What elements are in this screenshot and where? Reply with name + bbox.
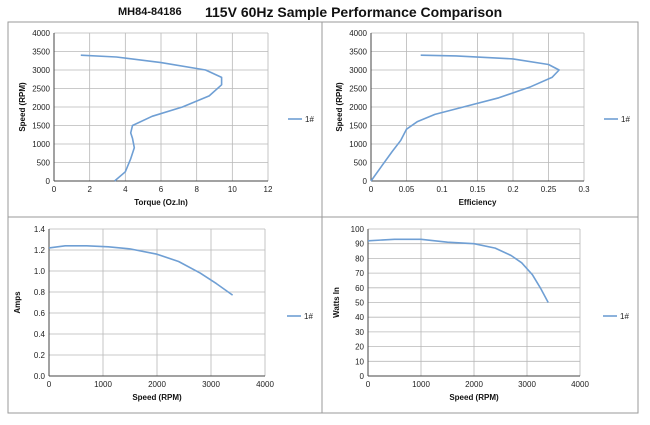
y-tick-label: 1500 xyxy=(349,122,367,131)
x-tick-label: 4000 xyxy=(571,380,589,389)
y-tick-label: 80 xyxy=(355,254,364,263)
y-tick-label: 0.6 xyxy=(34,309,46,318)
y-tick-label: 100 xyxy=(351,225,365,234)
y-tick-label: 0.2 xyxy=(34,351,46,360)
x-tick-label: 2000 xyxy=(465,380,483,389)
y-tick-label: 60 xyxy=(355,284,364,293)
x-tick-label: 0 xyxy=(52,185,57,194)
y-tick-label: 3500 xyxy=(32,48,50,57)
part-number: MH84-84186 xyxy=(118,6,182,18)
y-tick-label: 0.4 xyxy=(34,330,46,339)
legend-label: 1# xyxy=(304,312,313,321)
y-tick-label: 2500 xyxy=(32,85,50,94)
y-axis-label: Amps xyxy=(13,291,22,314)
x-tick-label: 6 xyxy=(159,185,164,194)
y-tick-label: 2500 xyxy=(349,85,367,94)
x-tick-label: 0 xyxy=(366,380,371,389)
y-tick-label: 1.4 xyxy=(34,225,46,234)
y-tick-label: 500 xyxy=(37,159,51,168)
chart-4: 0 1000 2000 3000 4000 0 10 20 30 40 50 60 70 80 90 100 S… xyxy=(332,225,629,402)
y-tick-label: 0 xyxy=(46,177,51,186)
y-axis-label: Speed (RPM) xyxy=(335,82,344,132)
x-tick-label: 4000 xyxy=(256,380,274,389)
x-tick-label: 0.15 xyxy=(470,185,486,194)
y-tick-label: 4000 xyxy=(349,29,367,38)
x-tick-label: 0.3 xyxy=(578,185,590,194)
y-tick-label: 1.2 xyxy=(34,246,46,255)
y-axis-label: Speed (RPM) xyxy=(18,82,27,132)
y-tick-label: 1000 xyxy=(32,140,50,149)
y-tick-label: 500 xyxy=(354,159,368,168)
chart-2: 0 0.05 0.1 0.15 0.2 0.25 0.3 0 500 1000 1500 2000 25… xyxy=(335,29,630,207)
y-tick-label: 40 xyxy=(355,313,364,322)
x-tick-label: 0 xyxy=(369,185,374,194)
series-line xyxy=(367,238,549,303)
y-tick-label: 10 xyxy=(355,357,364,366)
x-axis-label: Torque (Oz.In) xyxy=(134,198,188,207)
x-tick-label: 0.2 xyxy=(507,185,519,194)
x-tick-label: 3000 xyxy=(202,380,220,389)
y-tick-label: 90 xyxy=(355,240,364,249)
x-tick-label: 0.05 xyxy=(399,185,415,194)
series-line xyxy=(370,54,560,182)
legend-label: 1# xyxy=(305,115,314,124)
y-tick-label: 30 xyxy=(355,328,364,337)
y-tick-label: 0 xyxy=(360,372,365,381)
x-tick-label: 12 xyxy=(264,185,273,194)
legend-label: 1# xyxy=(620,312,629,321)
y-tick-label: 2000 xyxy=(32,103,50,112)
y-tick-label: 70 xyxy=(355,269,364,278)
x-tick-label: 3000 xyxy=(518,380,536,389)
y-tick-label: 1500 xyxy=(32,122,50,131)
y-tick-label: 3000 xyxy=(349,66,367,75)
x-axis-label: Speed (RPM) xyxy=(449,393,499,402)
y-tick-label: 1000 xyxy=(349,140,367,149)
y-tick-label: 50 xyxy=(355,299,364,308)
chart-title: 115V 60Hz Sample Performance Comparison xyxy=(205,4,503,20)
y-tick-label: 20 xyxy=(355,343,364,352)
x-axis-label: Efficiency xyxy=(459,198,497,207)
y-tick-label: 3000 xyxy=(32,66,50,75)
y-tick-label: 0.8 xyxy=(34,288,46,297)
x-tick-label: 2 xyxy=(87,185,92,194)
x-tick-label: 10 xyxy=(228,185,237,194)
x-tick-label: 1000 xyxy=(412,380,430,389)
series-line xyxy=(80,54,223,182)
x-tick-label: 8 xyxy=(194,185,199,194)
x-tick-label: 0.1 xyxy=(436,185,448,194)
x-tick-label: 2000 xyxy=(148,380,166,389)
x-tick-label: 0.25 xyxy=(541,185,557,194)
x-tick-label: 0 xyxy=(47,380,52,389)
y-tick-label: 2000 xyxy=(349,103,367,112)
y-axis-label: Watts In xyxy=(332,287,341,318)
x-tick-label: 1000 xyxy=(94,380,112,389)
legend-label: 1# xyxy=(621,115,630,124)
y-tick-label: 0 xyxy=(363,177,368,186)
series-line xyxy=(48,245,234,296)
chart-1: 0 2 4 6 8 10 12 0 500 1000 1500 2000 2500 3000 3500 400… xyxy=(18,29,314,207)
y-tick-label: 3500 xyxy=(349,48,367,57)
y-tick-label: 4000 xyxy=(32,29,50,38)
x-axis-label: Speed (RPM) xyxy=(132,393,182,402)
y-tick-label: 0.0 xyxy=(34,372,46,381)
chart-3: 0 1000 2000 3000 4000 0.0 0.2 0.4 0.6 0.8 1.0 1.2 1.… xyxy=(13,225,313,402)
y-tick-label: 1.0 xyxy=(34,267,46,276)
x-tick-label: 4 xyxy=(123,185,128,194)
